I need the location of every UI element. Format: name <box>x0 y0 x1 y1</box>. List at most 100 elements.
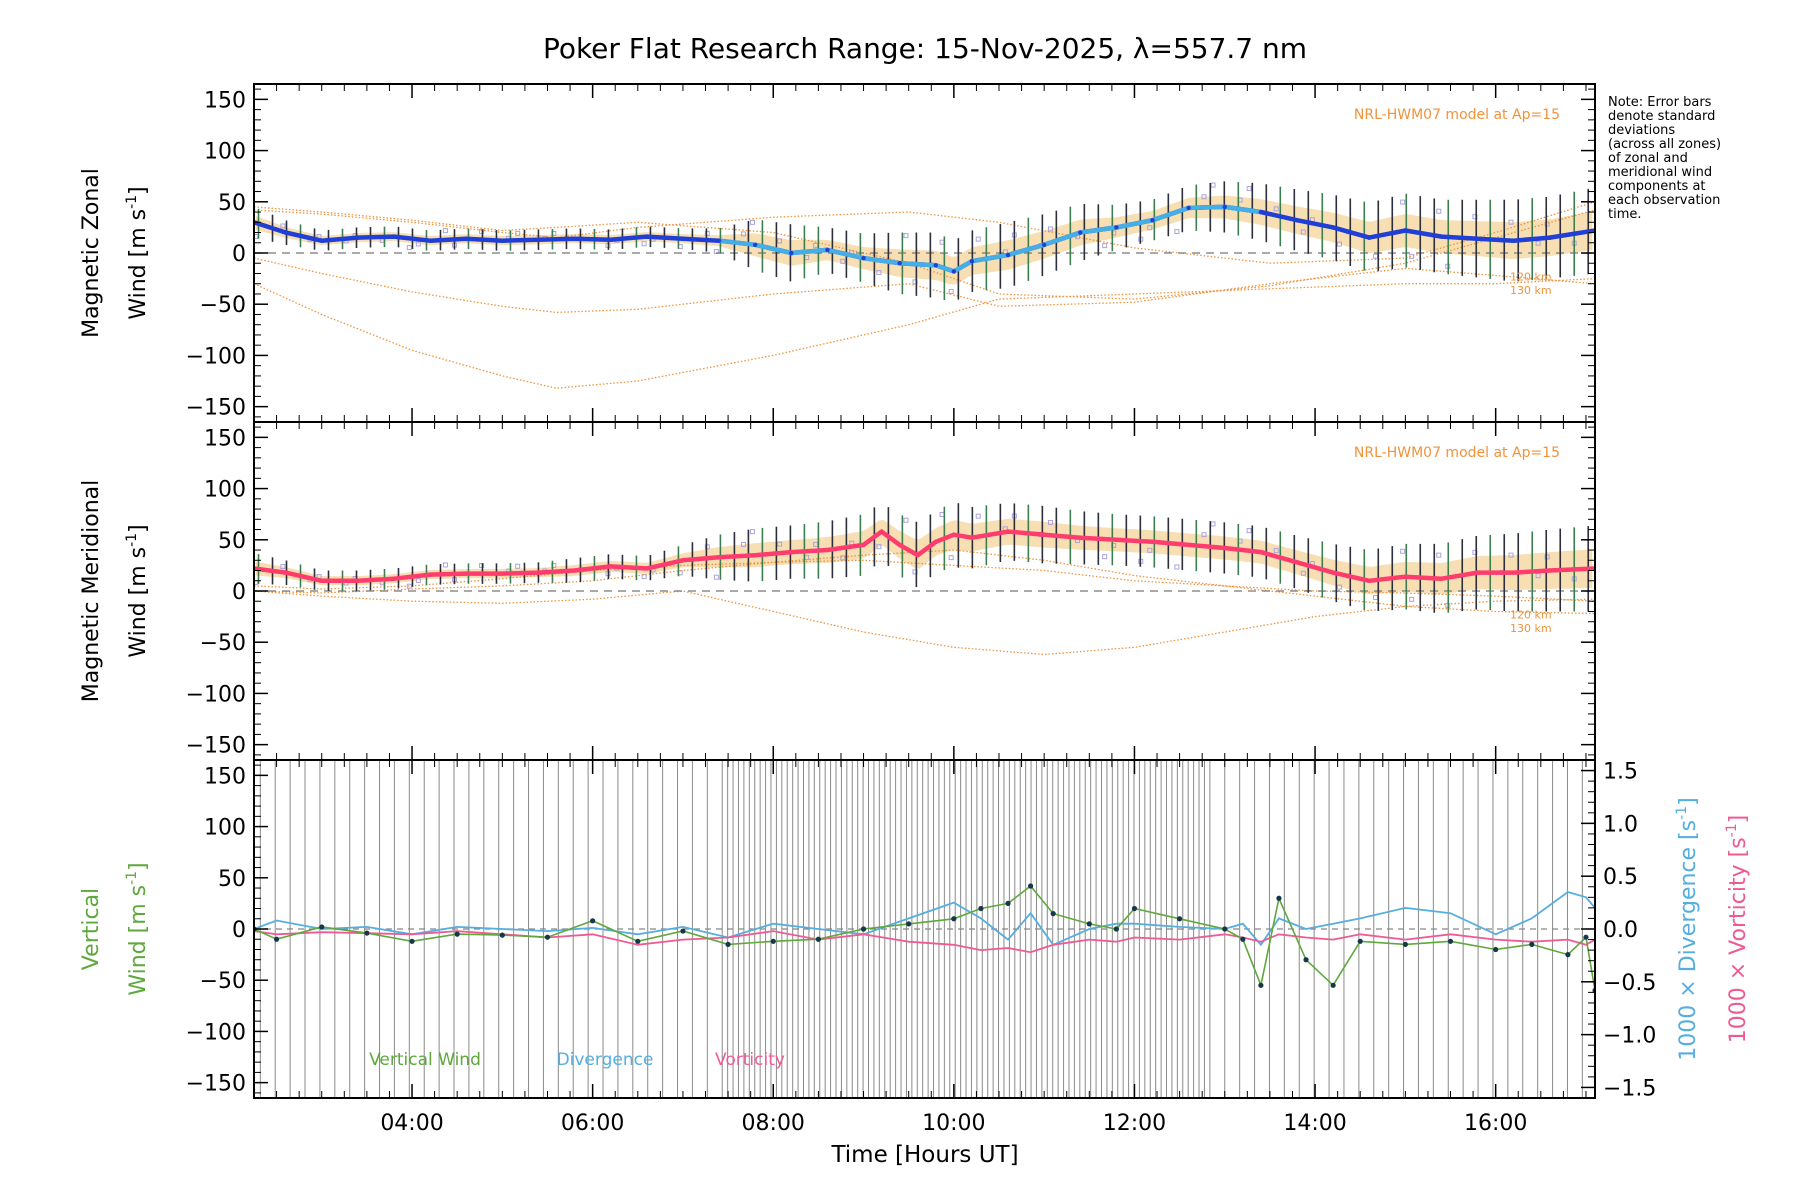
label-exponent: -1 <box>124 871 140 885</box>
right-tick-label: 0.5 <box>1603 865 1638 890</box>
zone-point <box>1336 241 1342 247</box>
zone-point <box>777 238 783 244</box>
label-exponent: -1 <box>124 533 140 547</box>
mean-wind-point <box>500 238 505 243</box>
zone-point <box>749 219 755 225</box>
zone-point <box>415 578 421 584</box>
mean-wind-point <box>969 535 975 540</box>
vertical-wind-point <box>906 921 912 927</box>
mean-wind-point <box>951 532 957 537</box>
vertical-wind-point <box>770 938 776 944</box>
zone-point <box>876 270 882 276</box>
vertical-wind-point <box>454 931 460 937</box>
model-curve <box>254 549 1595 615</box>
legend-item: Vorticity <box>715 1050 785 1070</box>
zone-point <box>749 529 755 535</box>
mean-wind-point <box>1258 209 1264 215</box>
zone-point <box>939 512 945 518</box>
zone-point <box>406 245 412 251</box>
zone-point <box>1047 226 1053 232</box>
mean-wind-point <box>1330 570 1336 575</box>
y-tick-label: −100 <box>186 344 246 369</box>
mean-wind-point <box>861 255 866 261</box>
label-exponent: -1 <box>1674 806 1690 820</box>
zone-point <box>939 239 945 245</box>
mean-wind-point <box>825 547 830 553</box>
mean-wind-point <box>427 572 433 577</box>
mean-wind-point <box>1547 568 1553 573</box>
mean-wind-point <box>1439 576 1444 581</box>
plot-area <box>254 760 1595 1098</box>
mean-wind-point <box>608 237 613 242</box>
zone-point <box>1210 182 1216 188</box>
zone-point <box>713 574 719 580</box>
zone-point <box>1436 208 1442 214</box>
mean-wind-point <box>1547 235 1553 240</box>
zone-point <box>1210 521 1216 527</box>
mean-wind-point <box>1330 225 1336 230</box>
x-tick-label: 04:00 <box>380 1111 443 1136</box>
x-tick-label: 16:00 <box>1464 1111 1527 1136</box>
vertical-wind-point <box>1402 941 1408 947</box>
y-axis-label-line2: Wind [m s-1] <box>124 524 151 657</box>
vertical-wind-point <box>1177 916 1183 922</box>
right-tick-label: 0.0 <box>1603 918 1638 943</box>
vertical-wind-point <box>1086 921 1092 927</box>
zone-point <box>641 241 647 247</box>
mean-wind-point <box>897 542 902 548</box>
vertical-wind-point <box>273 936 280 942</box>
vertical-wind-point <box>1529 941 1535 947</box>
zone-point <box>948 555 954 561</box>
note-line: deviations <box>1608 123 1676 138</box>
mean-wind-point <box>1294 218 1300 223</box>
mean-wind-point <box>1078 230 1083 235</box>
mean-wind-point <box>897 261 902 266</box>
vertical-wind-point <box>815 936 821 942</box>
mean-wind-point <box>319 238 324 243</box>
mean-wind-point <box>680 236 686 241</box>
zone-point <box>1300 570 1306 576</box>
y-tick-label: 0 <box>232 242 246 267</box>
mean-wind-point <box>283 570 288 575</box>
label-part: 1000 × Divergence [s <box>1676 820 1701 1061</box>
note-line: time. <box>1608 207 1642 222</box>
vertical-wind-point <box>1222 926 1228 932</box>
vertical-wind-point <box>499 932 505 938</box>
zone-point <box>415 241 421 247</box>
uncertainty-band <box>255 195 1593 285</box>
label-part: 1000 × Vorticity [s <box>1726 837 1751 1043</box>
label-part: Wind [m s <box>126 547 151 658</box>
zone-point <box>1535 573 1541 579</box>
y-axis-label-line1: Magnetic Zonal <box>79 168 104 338</box>
zone-point <box>704 544 710 550</box>
mean-wind-point <box>1403 228 1408 233</box>
zone-point <box>777 541 783 547</box>
zone-point <box>1273 206 1279 212</box>
vertical-wind-point <box>680 928 686 934</box>
y-tick-label: −50 <box>200 631 246 656</box>
vertical-wind-point <box>1131 905 1138 912</box>
zone-point <box>1201 194 1207 200</box>
zone-point <box>1174 229 1180 235</box>
mean-wind-point <box>1511 570 1516 575</box>
zone-point <box>280 223 286 229</box>
mean-wind-point <box>644 566 650 571</box>
vertical-wind-point <box>1330 982 1336 988</box>
mean-wind-point <box>1005 529 1011 534</box>
vertical-wind-point <box>1005 900 1011 906</box>
divergence-line <box>254 891 1595 947</box>
model-height-label: 130 km <box>1510 622 1552 635</box>
y-axis-label-line1: Vertical <box>79 888 104 970</box>
mean-wind-point <box>536 237 541 242</box>
label-part: Wind [m s <box>126 209 151 320</box>
mean-wind-point <box>716 238 722 243</box>
mean-wind-point <box>427 238 433 243</box>
note-line: Note: Error bars <box>1608 95 1712 110</box>
mean-wind-point <box>572 568 577 573</box>
mean-wind-point <box>716 555 722 560</box>
zone-point <box>406 583 412 589</box>
zone-point <box>442 228 448 234</box>
mean-wind-point <box>572 236 577 241</box>
